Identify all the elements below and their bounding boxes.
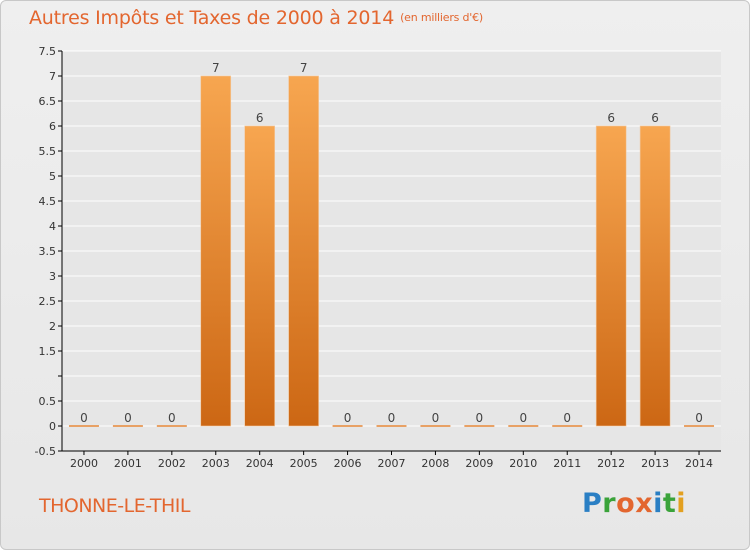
- y-axis-ticks: -0.5 0 0.5 1.5 2 2.5 3 3.5 4 4.5 5 5.5 6 6.5 7 7.5: [35, 45, 62, 458]
- data-label: 0: [563, 411, 571, 425]
- data-label: 0: [80, 411, 88, 425]
- bar: [244, 125, 275, 427]
- x-tick-label: 2003: [202, 457, 230, 470]
- chart-title: Autres Impôts et Taxes de 2000 à 2014 (en…: [29, 7, 483, 29]
- data-label: 7: [212, 61, 220, 75]
- y-tick-label: 1.5: [39, 345, 57, 358]
- bar: [200, 75, 232, 427]
- x-tick-label: 2002: [158, 457, 186, 470]
- data-label: 7: [300, 61, 308, 75]
- x-tick-label: 2006: [334, 457, 362, 470]
- y-tick-label: 4: [49, 220, 56, 233]
- chart-unit-note: (en milliers d'€): [400, 11, 483, 24]
- y-tick-label: 6.5: [39, 95, 57, 108]
- y-tick-label: 5: [49, 170, 56, 183]
- data-label: 0: [476, 411, 484, 425]
- x-tick-label: 2011: [553, 457, 581, 470]
- chart-title-text: Autres Impôts et Taxes de 2000 à 2014: [29, 7, 395, 29]
- x-tick-label: 2005: [290, 457, 318, 470]
- proxiti-logo: Proxiti: [582, 488, 687, 519]
- city-name: THONNE-LE-THIL: [39, 495, 190, 517]
- x-tick-label: 2008: [421, 457, 449, 470]
- data-label: 0: [124, 411, 132, 425]
- data-label: 0: [432, 411, 440, 425]
- y-tick-label: 2.5: [39, 295, 57, 308]
- bar: [288, 75, 319, 427]
- x-tick-label: 2000: [70, 457, 98, 470]
- x-tick-label: 2013: [641, 457, 669, 470]
- x-tick-label: 2010: [509, 457, 537, 470]
- bar: [595, 125, 627, 427]
- y-tick-label: 5.5: [39, 145, 57, 158]
- x-tick-label: 2009: [465, 457, 493, 470]
- data-label: 6: [256, 111, 264, 125]
- y-tick-label: 2: [49, 320, 56, 333]
- y-tick-label: -0.5: [35, 445, 56, 458]
- data-label: 0: [344, 411, 352, 425]
- x-tick-label: 2014: [685, 457, 713, 470]
- y-tick-label: 7: [49, 70, 56, 83]
- data-labels: 0 0 0 7 6 7 0 0 0 0 0 0 6 6 0: [80, 61, 703, 425]
- data-label: 6: [651, 111, 659, 125]
- x-tick-label: 2004: [246, 457, 274, 470]
- y-tick-label: 4.5: [39, 195, 57, 208]
- x-tick-label: 2012: [597, 457, 625, 470]
- data-label: 0: [388, 411, 396, 425]
- y-tick-label: 0.5: [39, 395, 57, 408]
- y-tick-label: 3: [49, 270, 56, 283]
- x-tick-label: 2001: [114, 457, 142, 470]
- data-label: 0: [695, 411, 703, 425]
- x-axis-ticks: 2000 2001 2002 2003 2004 2005 2006 2007 2008 2009…: [70, 451, 713, 470]
- bars: [68, 75, 715, 427]
- data-label: 6: [607, 111, 615, 125]
- bar: [639, 125, 671, 427]
- data-label: 0: [519, 411, 527, 425]
- y-tick-label: 0: [49, 420, 56, 433]
- data-label: 0: [168, 411, 176, 425]
- y-tick-label: 6: [49, 120, 56, 133]
- y-tick-label: 3.5: [39, 245, 57, 258]
- y-tick-label: 7.5: [39, 45, 57, 58]
- x-tick-label: 2007: [378, 457, 406, 470]
